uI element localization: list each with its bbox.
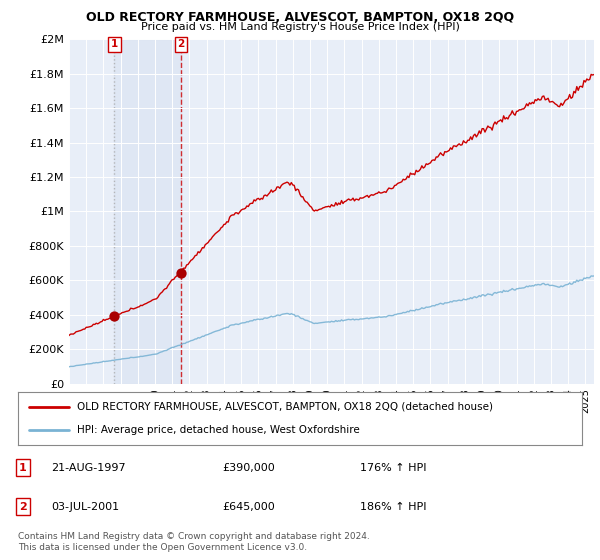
Text: 1: 1	[111, 39, 118, 49]
Point	[110, 311, 119, 320]
Text: 186% ↑ HPI: 186% ↑ HPI	[360, 502, 427, 512]
Text: 2: 2	[19, 502, 26, 512]
Text: 03-JUL-2001: 03-JUL-2001	[51, 502, 119, 512]
Text: OLD RECTORY FARMHOUSE, ALVESCOT, BAMPTON, OX18 2QQ: OLD RECTORY FARMHOUSE, ALVESCOT, BAMPTON…	[86, 11, 514, 24]
Text: 1: 1	[19, 463, 26, 473]
Text: £645,000: £645,000	[222, 502, 275, 512]
Text: £390,000: £390,000	[222, 463, 275, 473]
Text: Contains HM Land Registry data © Crown copyright and database right 2024.
This d: Contains HM Land Registry data © Crown c…	[18, 533, 370, 552]
Text: OLD RECTORY FARMHOUSE, ALVESCOT, BAMPTON, OX18 2QQ (detached house): OLD RECTORY FARMHOUSE, ALVESCOT, BAMPTON…	[77, 402, 493, 412]
Text: 2: 2	[177, 39, 185, 49]
Point	[176, 268, 185, 277]
Text: Price paid vs. HM Land Registry's House Price Index (HPI): Price paid vs. HM Land Registry's House …	[140, 22, 460, 32]
Text: 176% ↑ HPI: 176% ↑ HPI	[360, 463, 427, 473]
Text: HPI: Average price, detached house, West Oxfordshire: HPI: Average price, detached house, West…	[77, 425, 360, 435]
Text: 21-AUG-1997: 21-AUG-1997	[51, 463, 125, 473]
Bar	[115, 39, 181, 384]
